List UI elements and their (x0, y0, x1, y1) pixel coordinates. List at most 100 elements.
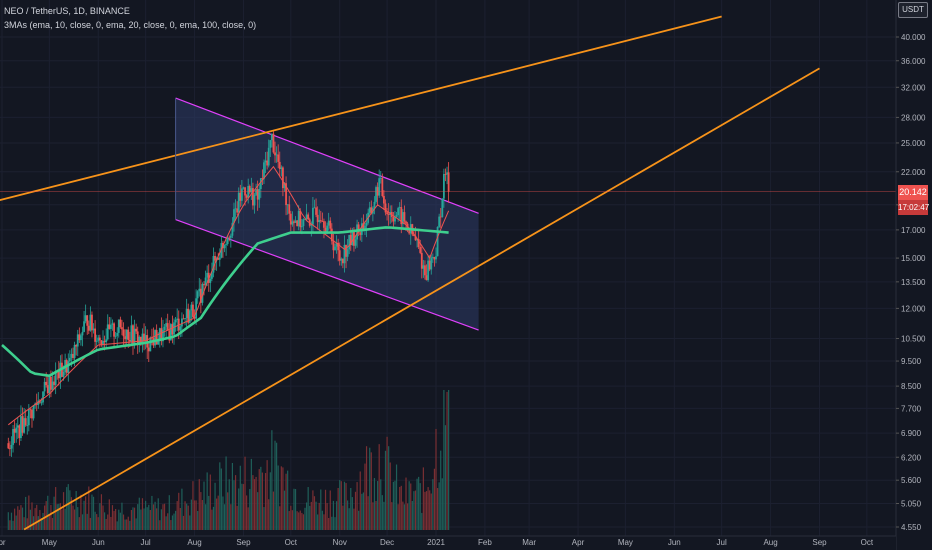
volume-bar (402, 501, 404, 530)
y-tick-label: 32.000 (901, 83, 926, 92)
candle-body (345, 244, 347, 257)
currency-label[interactable]: USDT (898, 2, 928, 18)
candle-body (384, 203, 387, 213)
candle-body (182, 318, 185, 320)
volume-bar (187, 505, 189, 530)
volume-bar (58, 503, 60, 530)
candle-body (321, 221, 324, 222)
candle-body (204, 277, 207, 286)
volume-bar (359, 471, 361, 530)
volume-bar (110, 516, 112, 530)
candle-body (195, 298, 198, 319)
volume-bar (111, 505, 114, 530)
volume-bar (294, 489, 297, 530)
volume-bar (233, 480, 235, 530)
indicator-legend[interactable]: 3MAs (ema, 10, close, 0, ema, 20, close,… (4, 20, 257, 30)
candle-body (280, 167, 283, 169)
volume-bar (253, 479, 256, 530)
candle-body (27, 409, 30, 426)
volume-bar (34, 508, 36, 530)
volume-bar (181, 488, 183, 530)
y-tick-label: 4.550 (901, 523, 922, 532)
volume-bar (17, 506, 19, 530)
y-tick-label: 7.700 (901, 404, 922, 413)
volume-bar (29, 509, 32, 530)
volume-bar (427, 487, 429, 530)
volume-bar (373, 478, 376, 530)
volume-bar (219, 462, 221, 530)
candle-body (323, 221, 325, 228)
volume-bar (61, 509, 63, 530)
candle-body (128, 340, 131, 342)
volume-bar (298, 512, 300, 530)
volume-bar (317, 514, 319, 530)
volume-bar (42, 512, 44, 530)
candle-body (18, 425, 21, 439)
candle-body (53, 381, 55, 385)
volume-bar (340, 481, 342, 530)
candle-body (291, 221, 294, 225)
candle-body (286, 204, 289, 206)
candle-body (67, 361, 70, 373)
candle-body (171, 324, 174, 335)
candle-body (305, 214, 308, 220)
volume-bar (329, 490, 331, 530)
candle-body (179, 326, 182, 331)
volume-bar (70, 497, 73, 530)
x-tick-label: Aug (187, 538, 201, 547)
volume-bar (430, 493, 432, 530)
candle-body (125, 329, 128, 340)
candle-body (275, 154, 278, 156)
volume-bar (225, 456, 227, 530)
volume-bar (148, 504, 150, 530)
volume-bar (157, 498, 159, 530)
candle-body (436, 226, 439, 257)
volume-bar (83, 500, 85, 530)
candle-body (35, 403, 38, 405)
volume-bar (321, 510, 323, 530)
candle-body (106, 324, 109, 340)
volume-bar (323, 514, 325, 530)
y-tick-label: 12.000 (901, 304, 926, 313)
volume-bar (403, 504, 406, 530)
volume-bar (138, 497, 140, 530)
candle-body (439, 216, 442, 218)
volume-bar (220, 468, 222, 530)
channel-upper-line[interactable] (175, 97, 479, 214)
candle-body (121, 327, 123, 330)
candle-body (68, 357, 71, 362)
volume-bar (312, 490, 314, 530)
candle-body (272, 133, 275, 153)
trendline (23, 67, 820, 531)
candle-body (438, 216, 441, 227)
volume-bar (223, 504, 226, 530)
candle-body (383, 195, 385, 204)
volume-bar (228, 479, 230, 530)
volume-bar (50, 504, 52, 530)
candle-body (245, 195, 248, 198)
candle-body (116, 332, 119, 336)
volume-bar (320, 489, 322, 530)
candle-body (398, 207, 401, 209)
candle-body (154, 330, 156, 346)
volume-bar (186, 503, 188, 530)
volume-bar (116, 521, 118, 530)
volume-bar (378, 444, 380, 530)
candle-body (54, 370, 57, 385)
channel-fill[interactable] (175, 98, 479, 331)
trendlines[interactable] (0, 15, 820, 531)
volume-bar (132, 507, 134, 530)
volume-bar (236, 505, 238, 530)
volume-bar (264, 473, 267, 530)
candle-body (192, 304, 194, 317)
x-tick-label: Mar (522, 538, 536, 547)
x-tick-label: Jun (668, 538, 681, 547)
volume-bar (388, 446, 390, 530)
candle-body (117, 319, 120, 333)
y-tick-label: 9.500 (901, 357, 922, 366)
candle-body (334, 246, 336, 251)
symbol-title[interactable]: NEO / TetherUS, 1D, BINANCE (4, 6, 130, 16)
volume-bar (309, 505, 311, 530)
candle-body (447, 172, 450, 192)
